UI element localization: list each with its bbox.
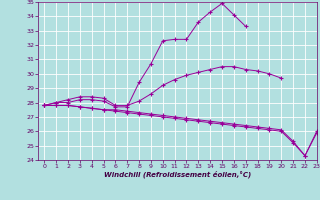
X-axis label: Windchill (Refroidissement éolien,°C): Windchill (Refroidissement éolien,°C) bbox=[104, 171, 251, 178]
